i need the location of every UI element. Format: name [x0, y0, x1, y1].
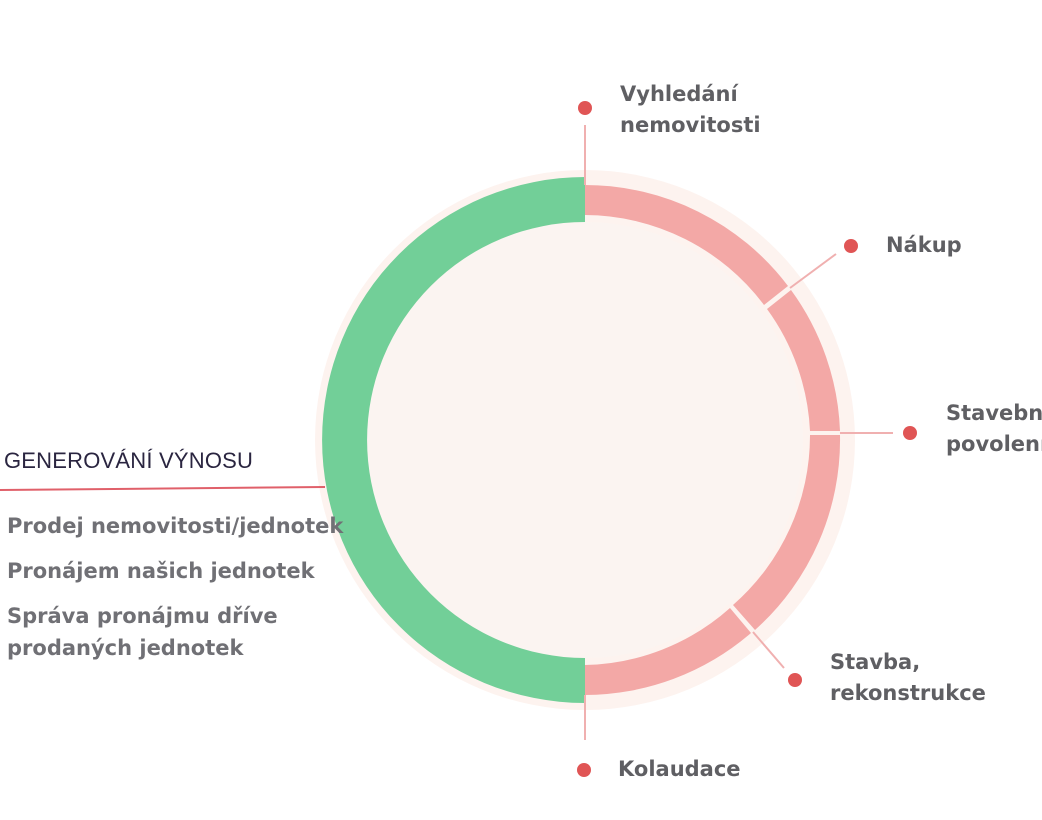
dot-inspection [577, 763, 591, 777]
segment-inspection-arc [585, 608, 751, 695]
inner-disc [367, 222, 803, 658]
stage-label-purchase: Nákup [886, 233, 962, 257]
stage-label-search: Vyhledání nemovitosti [620, 82, 761, 137]
dot-build [788, 673, 802, 687]
revenue-item: Pronájem našich jednotek [7, 559, 315, 583]
connector-build [752, 631, 785, 669]
connector-purchase [789, 253, 837, 289]
revenue-arc [322, 177, 585, 703]
dot-search [578, 101, 592, 115]
segment-purchase-arc [585, 185, 788, 305]
stage-label-permit: Stavební povolení [946, 401, 1042, 456]
stage-label-inspection: Kolaudace [618, 757, 741, 781]
dot-permit [903, 426, 917, 440]
segment-permit-arc [767, 290, 840, 431]
revenue-heading: GENEROVÁNÍ VÝNOSU [4, 448, 254, 473]
revenue-list: Prodej nemovitosti/jednotek Pronájem naš… [7, 510, 343, 677]
revenue-item: Prodej nemovitosti/jednotek [7, 514, 344, 538]
revenue-item: Správa pronájmu dříve prodaných jednotek [7, 604, 278, 660]
stage-label-build: Stavba, rekonstrukce [830, 650, 986, 705]
heading-underline [0, 486, 326, 491]
segment-build-arc [733, 435, 841, 630]
dot-purchase [844, 239, 858, 253]
